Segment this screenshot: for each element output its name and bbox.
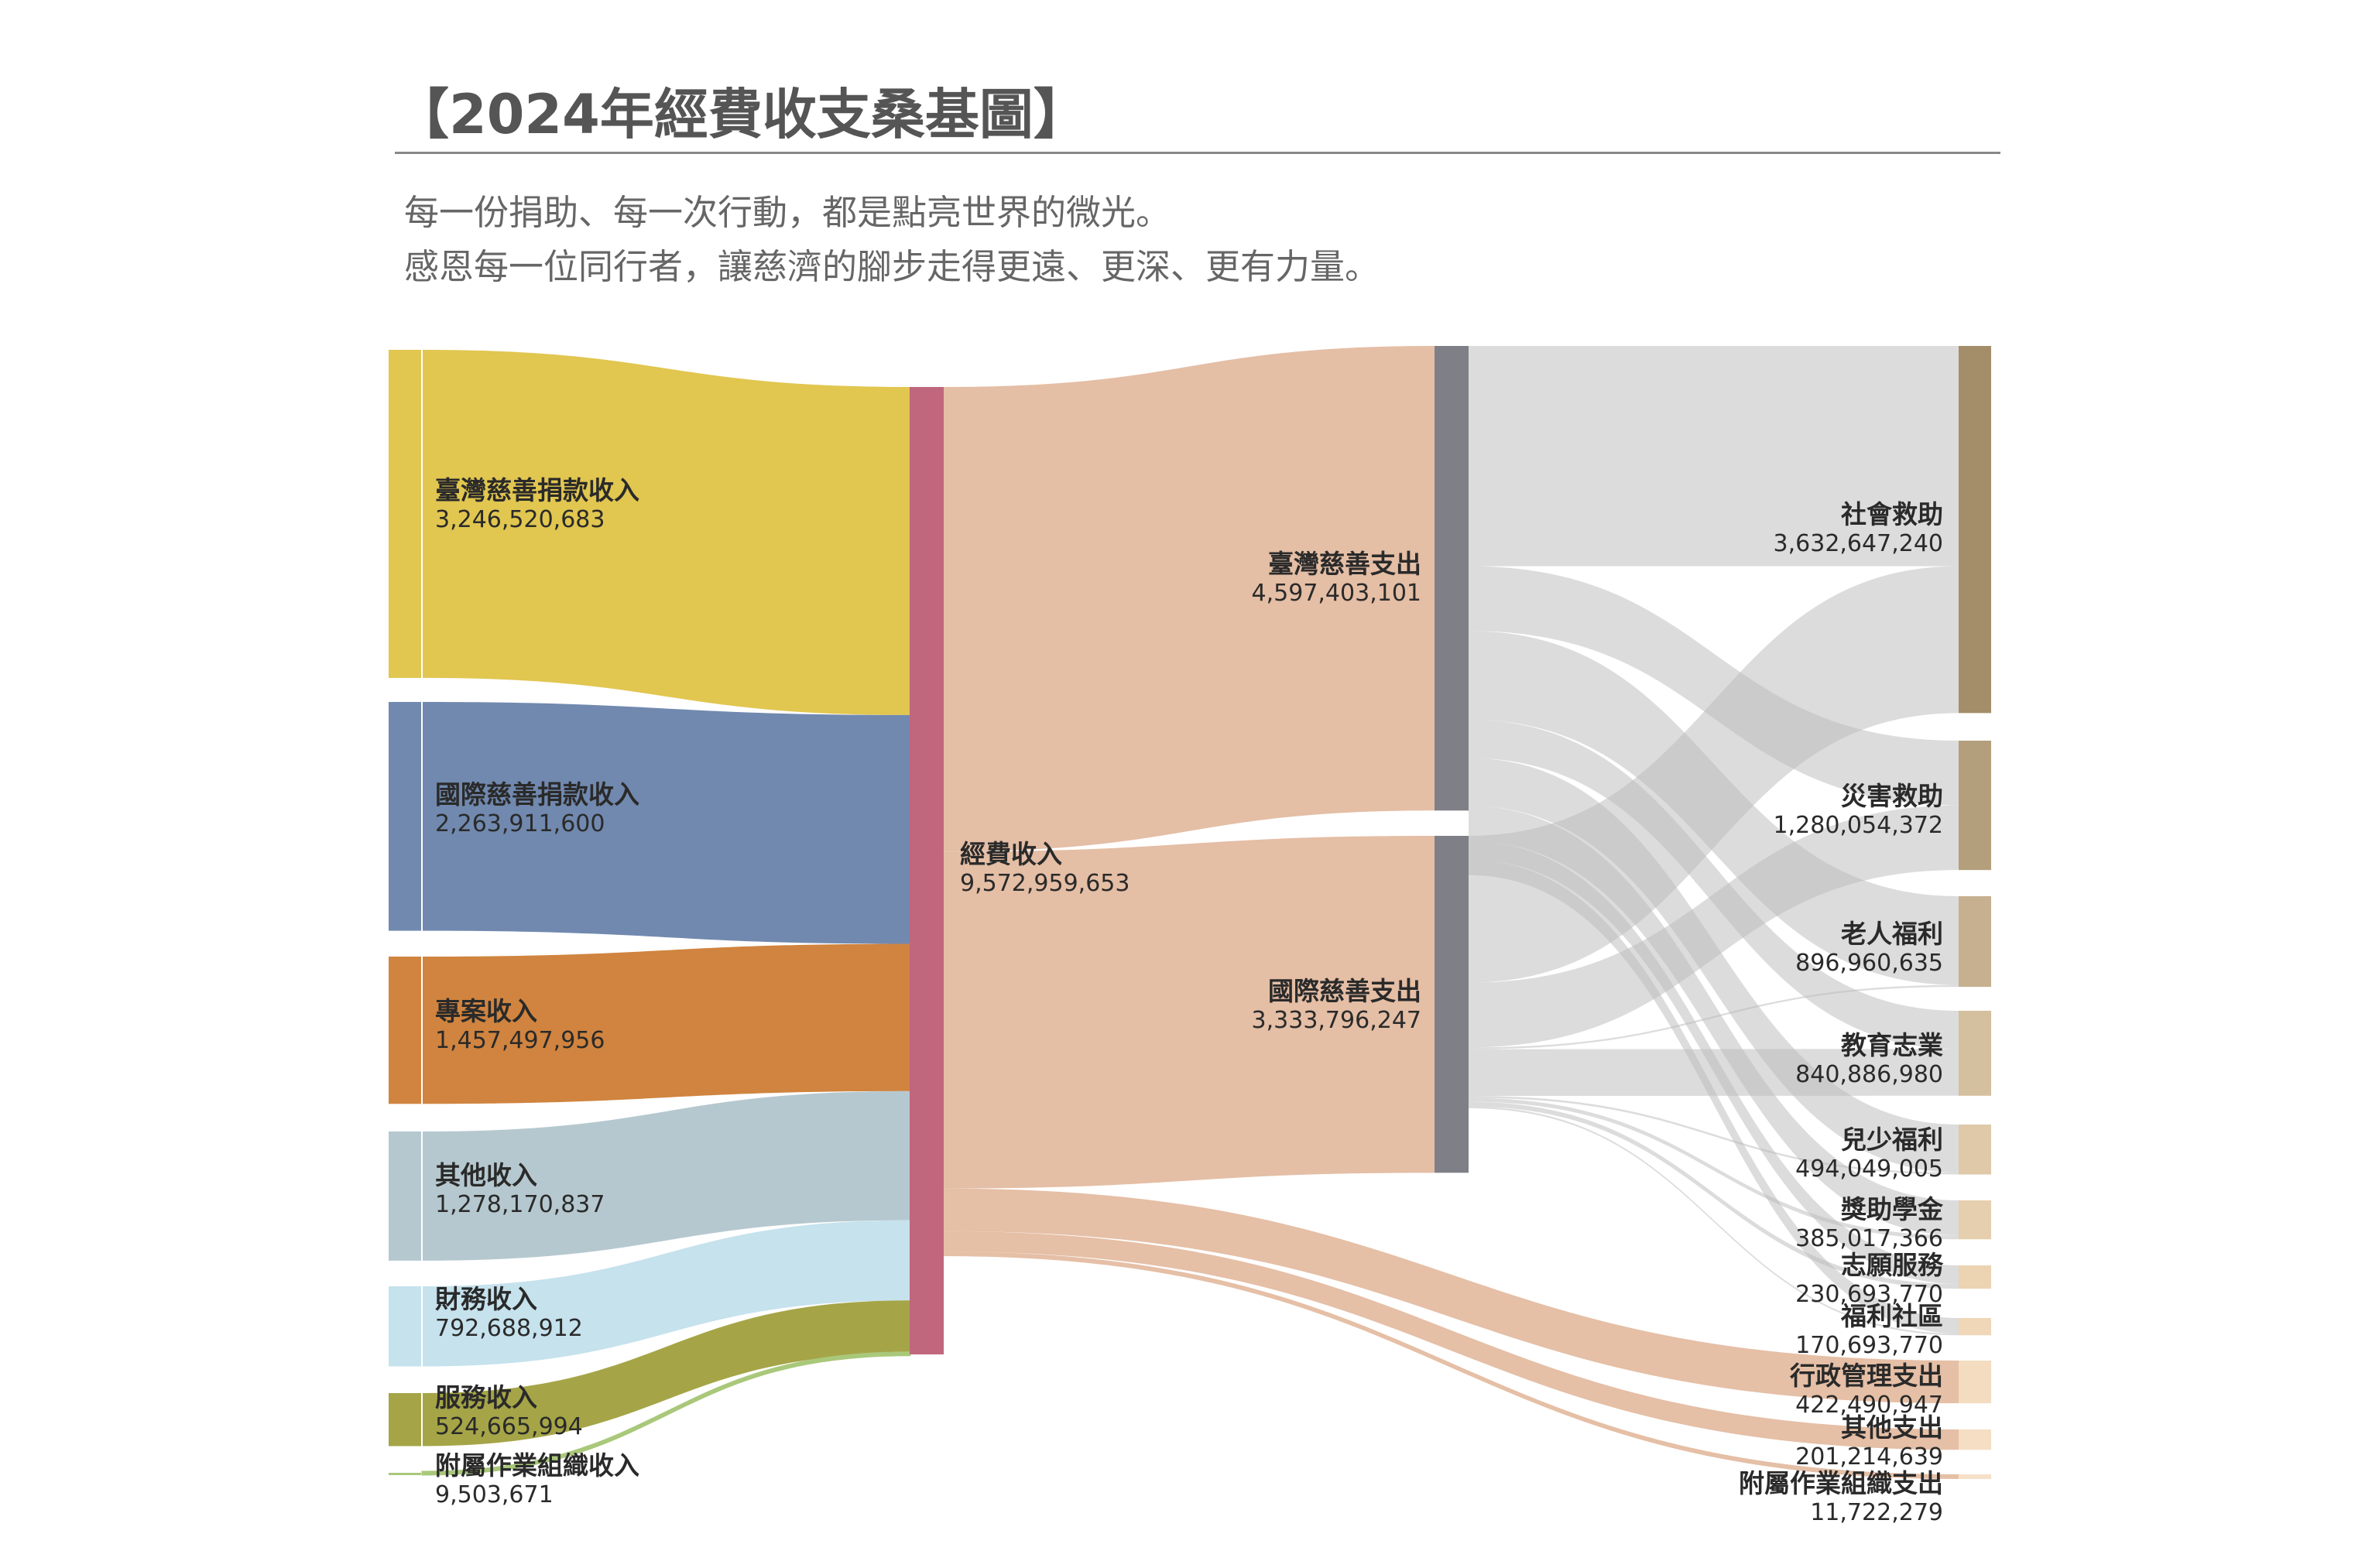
program-value-1: 3,333,796,247 <box>1252 1007 1421 1034</box>
link-program-1 <box>944 836 1435 1189</box>
title-divider <box>395 152 2000 154</box>
expense-node-4 <box>1959 1125 1991 1175</box>
expense-value-9: 201,214,639 <box>1795 1443 1943 1470</box>
link-expense-1-7 <box>1469 1106 1959 1336</box>
income-node-5 <box>389 1393 421 1446</box>
income-label-4: 財務收入 <box>435 1284 537 1314</box>
expense-value-3: 840,886,980 <box>1795 1061 1943 1088</box>
link-expense-0-0 <box>1469 346 1959 567</box>
link-income-4 <box>423 1220 910 1367</box>
income-node-3 <box>389 1131 421 1261</box>
income-node-4 <box>389 1286 421 1367</box>
expense-value-1: 1,280,054,372 <box>1774 812 1943 839</box>
link-expense-0-5 <box>1469 806 1959 1236</box>
expense-label-10: 附屬作業組織支出 <box>1739 1468 1943 1498</box>
income-node-0 <box>389 350 421 678</box>
expense-label-5: 獎助學金 <box>1841 1194 1944 1224</box>
link-expense-0-1 <box>1469 566 1959 806</box>
total-node <box>910 387 944 1354</box>
subtitle-line-2: 感恩每一位同行者，讓慈濟的腳步走得更遠、更深、更有力量。 <box>404 246 1380 287</box>
link-expense-0-3 <box>1469 719 1959 1049</box>
link-expense-1-2 <box>1469 984 1959 1049</box>
link-expense-1-0 <box>1469 566 1959 983</box>
income-label-3: 其他收入 <box>435 1160 537 1190</box>
expense-value-0: 3,632,647,240 <box>1774 530 1943 557</box>
income-label-6: 附屬作業組織收入 <box>435 1450 639 1481</box>
income-node-6 <box>389 1473 421 1475</box>
expense-label-3: 教育志業 <box>1841 1030 1943 1060</box>
link-expense-1-1 <box>1469 805 1959 1048</box>
income-value-5: 524,665,994 <box>435 1413 583 1440</box>
link-expense-total-9 <box>944 1231 1959 1450</box>
expense-value-2: 896,960,635 <box>1795 950 1943 977</box>
link-income-0 <box>423 350 910 715</box>
link-expense-0-7 <box>1469 859 1959 1334</box>
expense-node-2 <box>1959 896 1991 988</box>
expense-node-7 <box>1959 1318 1991 1336</box>
link-expense-0-4 <box>1469 758 1959 1173</box>
link-expense-1-5 <box>1469 1097 1959 1240</box>
link-program-0 <box>944 346 1435 852</box>
program-node-0 <box>1435 346 1469 811</box>
expense-label-4: 兒少福利 <box>1841 1125 1943 1155</box>
subtitle-line-1: 每一份捐助、每一次行動，都是點亮世界的微光。 <box>404 192 1171 233</box>
expense-label-7: 福利社區 <box>1840 1301 1943 1331</box>
expense-value-7: 170,693,770 <box>1795 1332 1943 1359</box>
link-income-2 <box>423 943 910 1104</box>
expense-node-6 <box>1959 1265 1991 1289</box>
page-title: 【2024年經費收支桑基圖】 <box>395 83 1088 146</box>
income-label-0: 臺灣慈善捐款收入 <box>435 475 639 505</box>
link-income-3 <box>423 1090 910 1261</box>
expense-label-8: 行政管理支出 <box>1789 1361 1943 1391</box>
link-expense-1-4 <box>1469 1096 1959 1175</box>
expense-node-10 <box>1959 1474 1991 1479</box>
income-value-0: 3,246,520,683 <box>435 506 605 533</box>
program-value-0: 4,597,403,101 <box>1252 580 1421 607</box>
expense-node-3 <box>1959 1011 1991 1096</box>
program-label-0: 臺灣慈善支出 <box>1268 549 1421 579</box>
link-expense-total-8 <box>944 1188 1959 1404</box>
income-value-1: 2,263,911,600 <box>435 810 605 837</box>
expense-node-0 <box>1959 346 1991 714</box>
expense-label-2: 老人福利 <box>1841 919 1943 949</box>
program-node-1 <box>1435 836 1469 1173</box>
expense-node-1 <box>1959 741 1991 871</box>
expense-label-1: 災害救助 <box>1841 781 1943 811</box>
expense-value-6: 230,693,770 <box>1795 1281 1943 1308</box>
income-value-2: 1,457,497,956 <box>435 1027 605 1054</box>
income-value-4: 792,688,912 <box>435 1315 583 1342</box>
total-value-0: 9,572,959,653 <box>960 870 1130 897</box>
program-label-1: 國際慈善支出 <box>1268 976 1421 1006</box>
expense-node-8 <box>1959 1361 1991 1404</box>
expense-value-8: 422,490,947 <box>1795 1392 1943 1419</box>
total-label-0: 經費收入 <box>960 839 1062 869</box>
expense-value-4: 494,049,005 <box>1795 1155 1943 1183</box>
expense-value-5: 385,017,366 <box>1795 1225 1943 1252</box>
expense-node-9 <box>1959 1429 1991 1450</box>
income-value-3: 1,278,170,837 <box>435 1191 605 1218</box>
link-income-6 <box>421 1351 911 1476</box>
income-label-2: 專案收入 <box>435 996 537 1026</box>
link-income-5 <box>423 1300 910 1446</box>
link-income-1 <box>423 702 910 944</box>
expense-label-0: 社會救助 <box>1841 499 1943 529</box>
expense-label-6: 志願服務 <box>1841 1250 1944 1280</box>
link-expense-1-6 <box>1469 1101 1959 1289</box>
income-value-6: 9,503,671 <box>435 1481 554 1508</box>
expense-node-5 <box>1959 1200 1991 1240</box>
link-expense-1-3 <box>1469 1049 1959 1097</box>
expense-label-9: 其他支出 <box>1841 1412 1943 1443</box>
income-label-5: 服務收入 <box>435 1382 537 1412</box>
income-node-1 <box>389 702 421 931</box>
income-label-1: 國際慈善捐款收入 <box>435 779 639 810</box>
income-node-2 <box>389 957 421 1104</box>
expense-value-10: 11,722,279 <box>1810 1499 1943 1526</box>
link-expense-total-10 <box>944 1251 1959 1479</box>
